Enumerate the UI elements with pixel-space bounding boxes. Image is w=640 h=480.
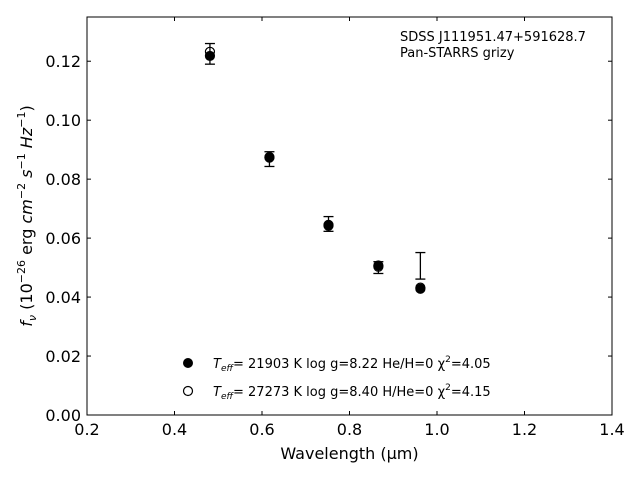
x-tick-label: 0.2 bbox=[74, 420, 99, 439]
x-tick-label: 0.4 bbox=[162, 420, 187, 439]
x-tick-label: 1.0 bbox=[424, 420, 449, 439]
y-tick-label: 0.04 bbox=[45, 288, 81, 307]
legend-marker-filled bbox=[183, 358, 193, 368]
survey-annotation: Pan-STARRS grizy bbox=[400, 46, 515, 61]
legend: Teff= 21903 K log g=8.22 He/H=0 χ2=4.05 … bbox=[182, 355, 491, 402]
object-name-annotation: SDSS J111951.47+591628.7 bbox=[400, 30, 586, 45]
data-points bbox=[204, 46, 426, 294]
x-tick-label: 0.6 bbox=[249, 420, 274, 439]
model-point-open bbox=[264, 151, 275, 163]
model-point-open bbox=[373, 261, 384, 272]
plot-frame bbox=[86, 16, 613, 416]
legend-entry-filled: Teff= 21903 K log g=8.22 He/H=0 χ2=4.05 bbox=[213, 355, 491, 374]
y-tick-label: 0.12 bbox=[45, 52, 81, 71]
legend-entry-open: Teff= 27273 K log g=8.40 H/He=0 χ2=4.15 bbox=[213, 383, 491, 402]
x-tick-label: 1.2 bbox=[512, 420, 537, 439]
y-tick-label: 0.08 bbox=[45, 170, 81, 189]
x-tick-label: 0.8 bbox=[337, 420, 362, 439]
y-axis-label: fν (10−26 erg cm−2 s−1 Hz−1) bbox=[15, 105, 39, 326]
error-bars bbox=[204, 42, 426, 280]
x-tick-label: 1.4 bbox=[599, 420, 624, 439]
model-point-open bbox=[204, 46, 216, 57]
y-tick-label: 0.02 bbox=[45, 347, 81, 366]
y-axis-ticks: 0.00 0.02 0.04 0.06 0.08 0.10 0.12 bbox=[45, 52, 612, 425]
model-point-open bbox=[323, 220, 334, 231]
x-axis-label: Wavelength (µm) bbox=[280, 444, 418, 463]
y-tick-label: 0.00 bbox=[45, 406, 81, 425]
x-axis-ticks: 0.2 0.4 0.6 0.8 1.0 1.2 1.4 bbox=[74, 17, 625, 439]
y-tick-label: 0.10 bbox=[45, 111, 81, 130]
y-tick-label: 0.06 bbox=[45, 229, 81, 248]
model-point-open bbox=[415, 282, 426, 293]
legend-marker-open bbox=[182, 385, 194, 397]
